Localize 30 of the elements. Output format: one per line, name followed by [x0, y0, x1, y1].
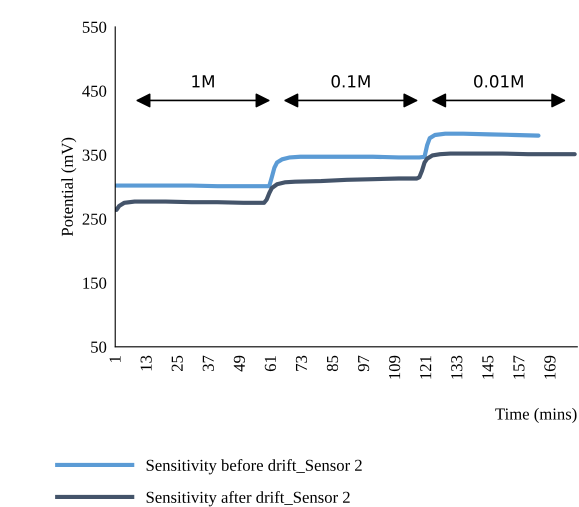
x-tick-label: 61 [264, 356, 276, 372]
x-tick-label: 97 [358, 356, 370, 372]
x-tick-label: 109 [388, 356, 400, 379]
legend-label: Sensitivity before drift_Sensor 2 [146, 459, 362, 474]
x-tick-label: 1 [110, 356, 121, 362]
x-tick-label: 25 [172, 356, 183, 372]
x-tick-label: 133 [451, 356, 462, 379]
y-tick-label: 450 [82, 86, 106, 97]
y-tick-label: 250 [82, 214, 106, 225]
y-tick-label: 550 [82, 22, 106, 33]
annotation: 0.1M [332, 75, 370, 88]
x-axis-title: Time (mins) [495, 408, 577, 424]
annotation: 1M [192, 75, 214, 88]
x-tick-label: 145 [482, 356, 494, 379]
x-tick-label: 121 [420, 356, 432, 379]
line-series [115, 151, 577, 212]
x-tick-label: 157 [513, 356, 524, 379]
y-tick-label: 350 [82, 150, 106, 161]
x-tick-label: 37 [202, 356, 214, 371]
line-series [115, 132, 541, 188]
annotation: 0.01M [474, 75, 523, 88]
x-tick-label: 85 [326, 356, 338, 372]
x-tick-label: 13 [140, 356, 152, 370]
legend-label: Sensitivity after drift_Sensor 2 [146, 491, 350, 506]
x-tick-label: 49 [234, 356, 245, 372]
y-tick-label: 50 [91, 341, 106, 353]
x-tick-label: 73 [296, 356, 308, 371]
y-tick-label: 150 [83, 278, 106, 289]
y-axis-title: Potential (mV) [61, 138, 76, 236]
x-tick-label: 169 [544, 356, 556, 379]
